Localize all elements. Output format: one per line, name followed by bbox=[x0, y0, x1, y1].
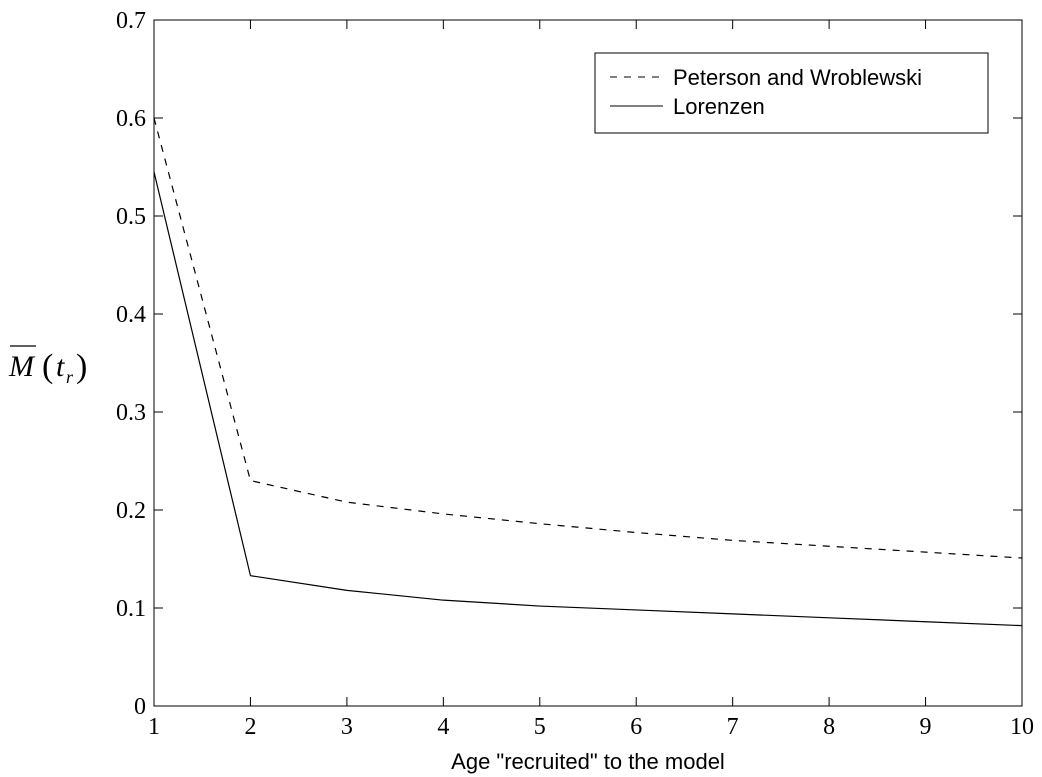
y-axis-label-close-paren: ) bbox=[76, 348, 87, 385]
x-tick-label: 4 bbox=[437, 714, 449, 740]
y-tick-label: 0.4 bbox=[116, 302, 146, 328]
y-axis-label: M ( t r ) bbox=[8, 345, 87, 387]
x-tick-label: 2 bbox=[244, 714, 256, 740]
series-layer bbox=[153, 117, 1023, 627]
x-tick-label: 1 bbox=[148, 714, 160, 740]
x-tick-label: 3 bbox=[341, 714, 353, 740]
y-tick-label: 0.3 bbox=[116, 400, 146, 426]
x-tick-label: 10 bbox=[1010, 714, 1034, 740]
legend: Peterson and Wroblewski Lorenzen bbox=[594, 52, 989, 134]
legend-box bbox=[594, 52, 989, 134]
y-axis-label-subscript: r bbox=[66, 367, 74, 387]
x-axis-label: Age "recruited" to the model bbox=[451, 749, 725, 774]
x-tick-labels: 1 2 3 4 5 6 7 8 9 10 bbox=[148, 714, 1034, 740]
x-tick-label: 9 bbox=[920, 714, 932, 740]
y-tick-labels: 0 0.1 0.2 0.3 0.4 0.5 0.6 0.7 bbox=[116, 8, 146, 720]
x-tick-label: 7 bbox=[727, 714, 739, 740]
y-axis-label-symbol: M bbox=[8, 350, 36, 383]
y-tick-label: 0.5 bbox=[116, 204, 146, 230]
legend-label-series-2: Lorenzen bbox=[673, 94, 765, 119]
y-axis-label-open-paren: ( bbox=[42, 348, 53, 385]
plot-frame bbox=[153, 19, 1023, 707]
axis-ticks bbox=[153, 19, 1023, 707]
x-tick-label: 6 bbox=[630, 714, 642, 740]
y-tick-label: 0.1 bbox=[116, 596, 146, 622]
legend-label-series-1: Peterson and Wroblewski bbox=[673, 65, 922, 90]
y-tick-label: 0.6 bbox=[116, 106, 146, 132]
series-line-1 bbox=[153, 117, 1023, 559]
x-tick-label: 8 bbox=[823, 714, 835, 740]
y-tick-label: 0.2 bbox=[116, 498, 146, 524]
series-line-2 bbox=[153, 171, 1023, 627]
y-axis-label-subscript-base: t bbox=[56, 350, 65, 383]
x-tick-label: 5 bbox=[534, 714, 546, 740]
y-tick-label: 0.7 bbox=[116, 8, 146, 34]
y-tick-label: 0 bbox=[134, 694, 146, 720]
